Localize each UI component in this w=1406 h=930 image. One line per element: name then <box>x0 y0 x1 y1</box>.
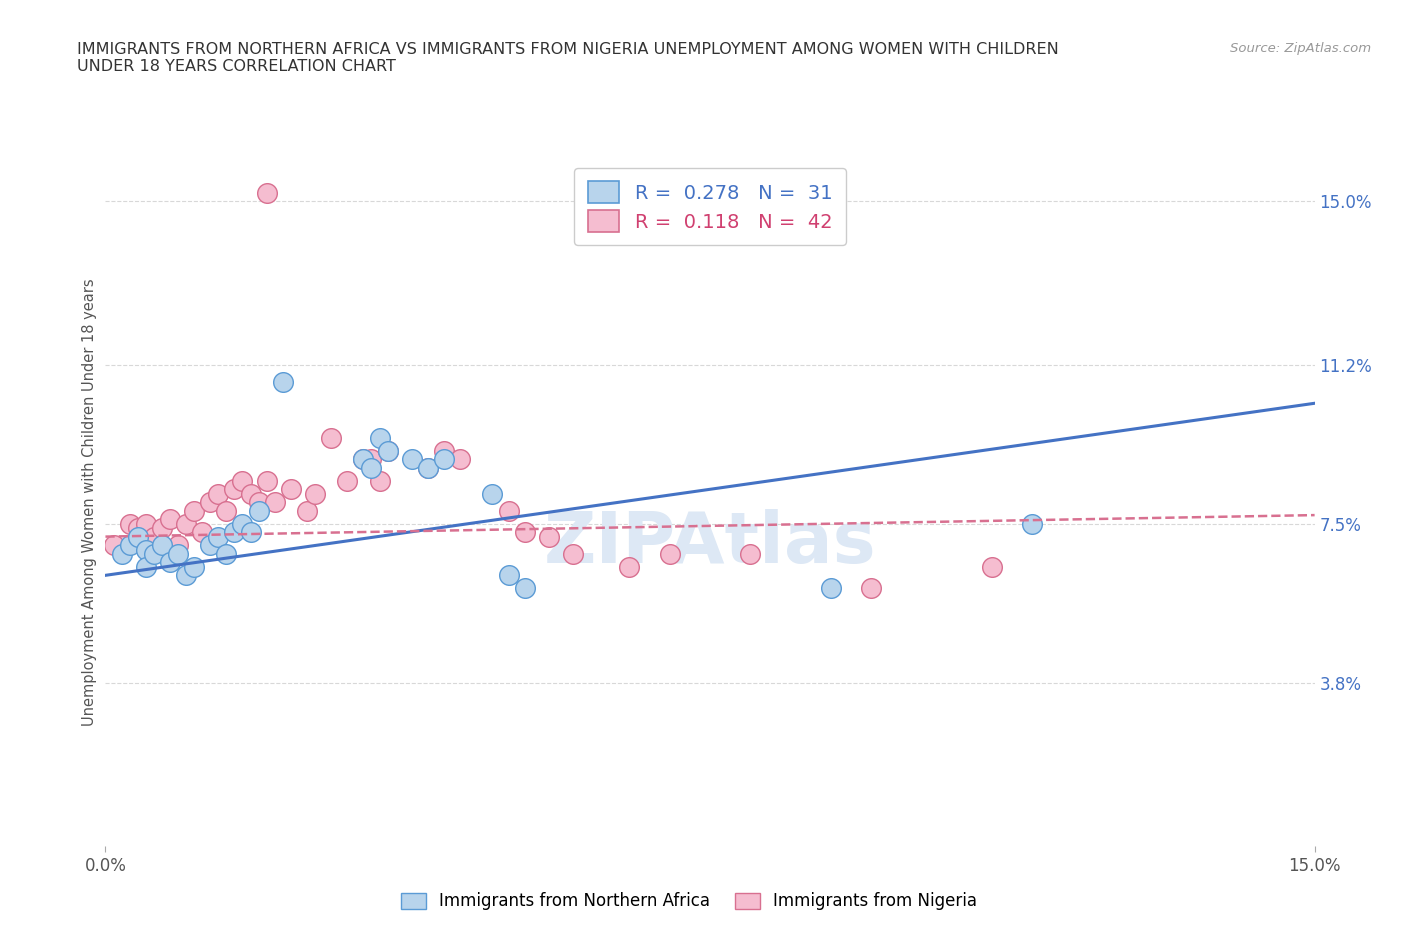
Point <box>377 444 399 458</box>
Point <box>118 538 141 552</box>
Point <box>127 521 149 536</box>
Point <box>207 529 229 544</box>
Text: ZIPAtlas: ZIPAtlas <box>544 509 876 578</box>
Point <box>231 473 253 488</box>
Point <box>481 486 503 501</box>
Point <box>150 521 173 536</box>
Point <box>498 503 520 518</box>
Point <box>360 460 382 475</box>
Point <box>295 503 318 518</box>
Point <box>562 547 585 562</box>
Point <box>183 503 205 518</box>
Point <box>820 580 842 596</box>
Point <box>256 185 278 200</box>
Point <box>247 495 270 510</box>
Point <box>433 452 456 467</box>
Point <box>247 503 270 518</box>
Point <box>352 452 374 467</box>
Point <box>304 486 326 501</box>
Point <box>174 516 197 531</box>
Point <box>280 482 302 497</box>
Point <box>224 482 246 497</box>
Point <box>239 486 262 501</box>
Point <box>498 568 520 583</box>
Point <box>183 559 205 574</box>
Point <box>263 495 285 510</box>
Point <box>401 452 423 467</box>
Point <box>167 538 190 552</box>
Point <box>740 547 762 562</box>
Point <box>174 568 197 583</box>
Point <box>860 580 883 596</box>
Legend: R =  0.278   N =  31, R =  0.118   N =  42: R = 0.278 N = 31, R = 0.118 N = 42 <box>574 167 846 246</box>
Point <box>167 547 190 562</box>
Point <box>103 538 125 552</box>
Point <box>135 542 157 557</box>
Point <box>619 559 641 574</box>
Point <box>207 486 229 501</box>
Point <box>127 529 149 544</box>
Point <box>981 559 1004 574</box>
Point <box>368 431 391 445</box>
Point <box>110 547 132 562</box>
Point <box>231 516 253 531</box>
Point <box>159 512 181 527</box>
Point <box>200 495 222 510</box>
Point <box>416 460 439 475</box>
Point <box>150 538 173 552</box>
Point <box>449 452 471 467</box>
Point <box>360 452 382 467</box>
Point <box>321 431 343 445</box>
Point <box>658 547 681 562</box>
Point <box>191 525 214 539</box>
Point <box>1021 516 1043 531</box>
Point <box>200 538 222 552</box>
Point <box>135 559 157 574</box>
Y-axis label: Unemployment Among Women with Children Under 18 years: Unemployment Among Women with Children U… <box>82 278 97 726</box>
Point <box>239 525 262 539</box>
Point <box>224 525 246 539</box>
Point <box>142 529 165 544</box>
Point <box>142 547 165 562</box>
Point <box>352 452 374 467</box>
Point <box>215 547 238 562</box>
Text: Source: ZipAtlas.com: Source: ZipAtlas.com <box>1230 42 1371 55</box>
Point <box>433 444 456 458</box>
Point <box>256 473 278 488</box>
Point <box>159 555 181 570</box>
Point <box>368 473 391 488</box>
Point <box>336 473 359 488</box>
Point <box>513 525 536 539</box>
Point <box>215 503 238 518</box>
Point <box>513 580 536 596</box>
Point <box>416 460 439 475</box>
Point <box>135 516 157 531</box>
Point <box>377 444 399 458</box>
Point <box>271 375 294 390</box>
Text: IMMIGRANTS FROM NORTHERN AFRICA VS IMMIGRANTS FROM NIGERIA UNEMPLOYMENT AMONG WO: IMMIGRANTS FROM NORTHERN AFRICA VS IMMIG… <box>77 42 1059 74</box>
Point <box>537 529 560 544</box>
Point <box>118 516 141 531</box>
Legend: Immigrants from Northern Africa, Immigrants from Nigeria: Immigrants from Northern Africa, Immigra… <box>394 885 984 917</box>
